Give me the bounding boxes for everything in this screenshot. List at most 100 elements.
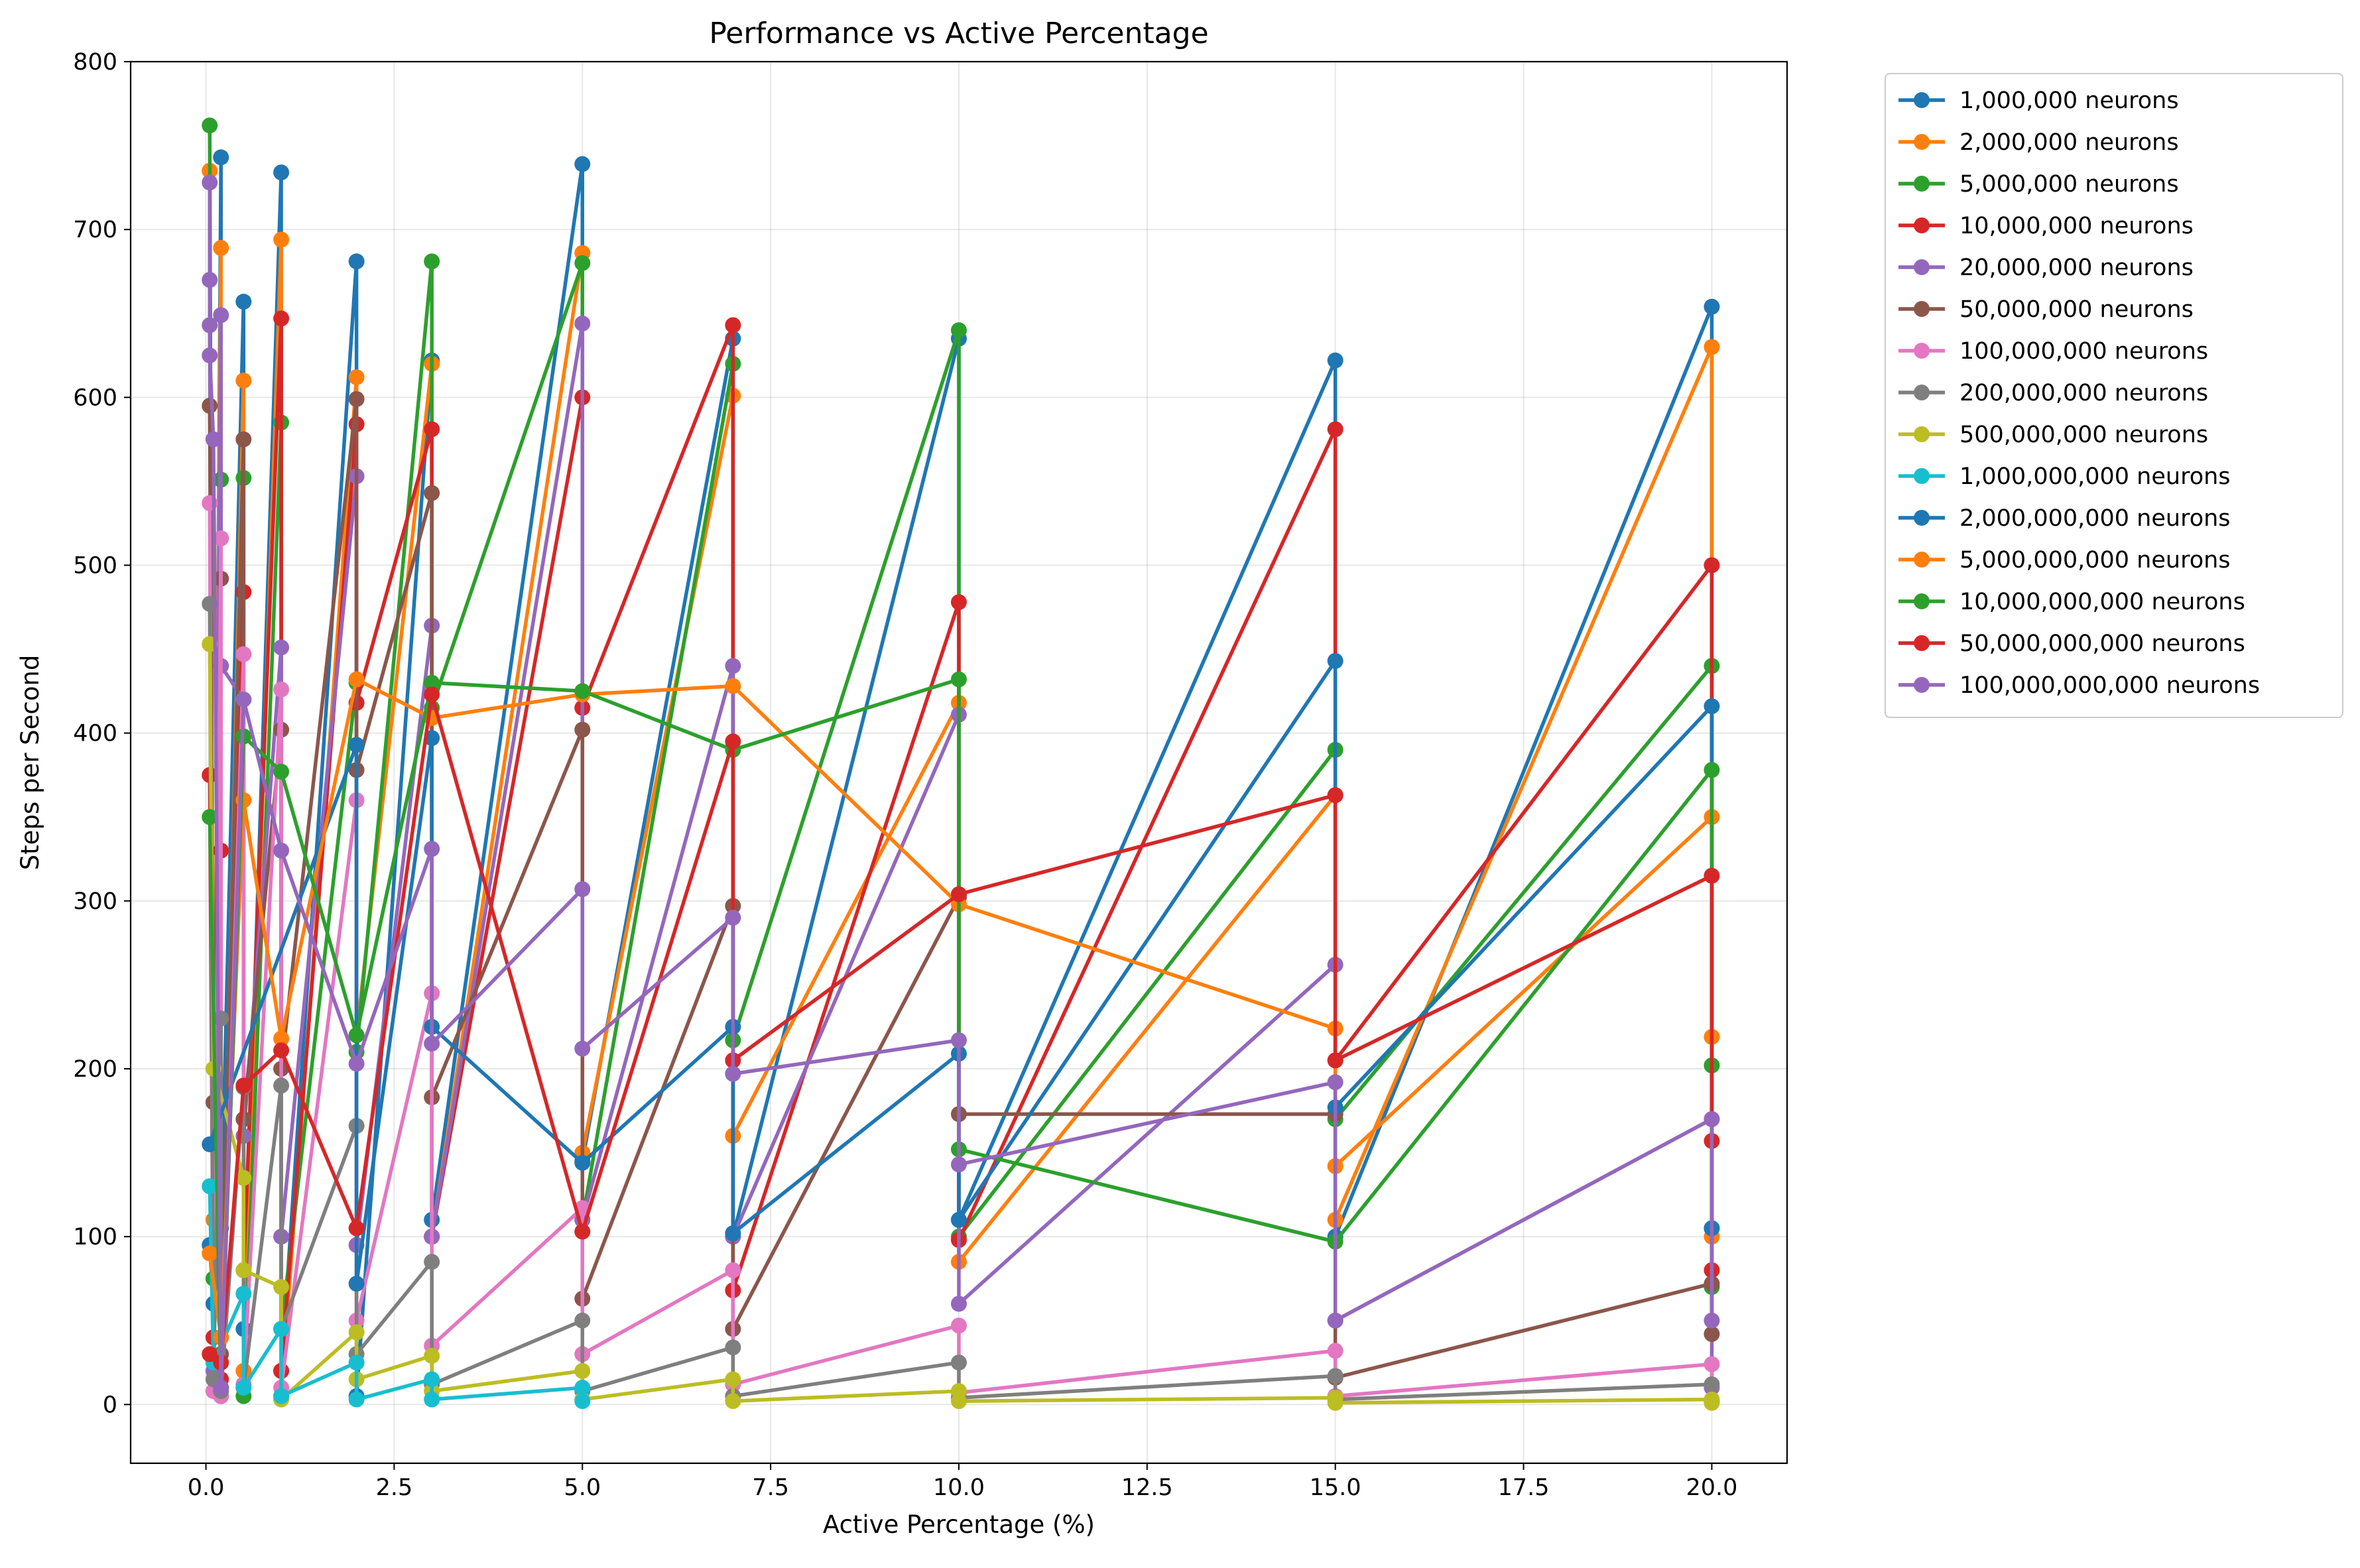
data-point: [235, 1380, 252, 1396]
data-point: [1704, 1326, 1720, 1343]
data-point: [1327, 1394, 1343, 1411]
data-point: [1704, 1312, 1720, 1329]
y-tick-label: 500: [73, 553, 117, 579]
y-tick-label: 600: [73, 385, 117, 411]
legend-marker: [1914, 677, 1930, 693]
legend-marker: [1914, 134, 1930, 150]
data-point: [1704, 1356, 1720, 1372]
data-point: [235, 792, 252, 808]
data-point: [202, 1245, 218, 1262]
x-axis-title: Active Percentage (%): [823, 1510, 1095, 1539]
legend-label: 200,000,000 neurons: [1959, 380, 2208, 406]
series-line: [208, 692, 1714, 1364]
legend-item: 10,000,000,000 neurons: [1898, 589, 2245, 615]
data-point: [213, 307, 229, 324]
data-point: [1704, 698, 1720, 715]
legend-label: 10,000,000 neurons: [1959, 213, 2194, 239]
data-point: [951, 1393, 967, 1410]
data-point: [1704, 557, 1720, 573]
data-point: [1704, 762, 1720, 778]
data-point: [235, 294, 252, 310]
legend-item: 2,000,000 neurons: [1898, 129, 2179, 156]
data-point: [951, 1355, 967, 1371]
data-point: [574, 1154, 591, 1171]
legend-marker: [1914, 635, 1930, 651]
series-14: [202, 686, 1720, 1371]
series-9: [202, 636, 1720, 1411]
data-point: [725, 1262, 741, 1278]
x-tick-label: 0.0: [188, 1475, 225, 1501]
data-point: [235, 1077, 252, 1094]
y-tick-label: 400: [73, 721, 117, 747]
legend-item: 2,000,000,000 neurons: [1898, 505, 2231, 532]
legend-label: 1,000,000,000 neurons: [1959, 463, 2231, 490]
data-point: [1704, 1376, 1720, 1393]
legend-item: 10,000,000 neurons: [1898, 213, 2194, 239]
data-point: [235, 373, 252, 389]
data-point: [951, 671, 967, 688]
legend-label: 100,000,000 neurons: [1959, 338, 2208, 365]
legend: 1,000,000 neurons 2,000,000 neurons 5,000,…: [1885, 73, 2343, 718]
data-point: [725, 1371, 741, 1388]
legend-label: 50,000,000 neurons: [1959, 296, 2194, 323]
data-point: [1327, 1343, 1343, 1359]
data-point: [202, 272, 218, 288]
data-point: [574, 721, 591, 738]
data-point: [424, 485, 440, 501]
data-point: [951, 1156, 967, 1173]
data-point: [951, 322, 967, 339]
data-point: [725, 1339, 741, 1356]
data-point: [1327, 1368, 1343, 1384]
data-point: [348, 1324, 365, 1341]
data-point: [1704, 339, 1720, 355]
data-point: [1704, 1111, 1720, 1127]
data-point: [273, 164, 290, 181]
x-tick-label: 7.5: [752, 1475, 789, 1501]
data-point: [951, 1032, 967, 1049]
data-point: [574, 1380, 591, 1396]
data-point: [424, 1254, 440, 1270]
chart-title: Performance vs Active Percentage: [709, 17, 1208, 50]
data-point: [1327, 787, 1343, 804]
data-point: [202, 1346, 218, 1362]
data-point: [424, 686, 440, 703]
data-point: [273, 639, 290, 656]
series-line: [208, 180, 1714, 1390]
data-point: [273, 1077, 290, 1094]
data-point: [725, 1065, 741, 1082]
data-point: [273, 1030, 290, 1047]
data-point: [574, 1223, 591, 1240]
legend-marker: [1914, 510, 1930, 526]
data-point: [424, 1036, 440, 1052]
data-point: [273, 310, 290, 327]
series-15: [202, 174, 1720, 1396]
legend-label: 5,000,000 neurons: [1959, 171, 2179, 198]
data-point: [202, 174, 218, 191]
x-tick-label: 2.5: [376, 1475, 413, 1501]
data-point: [574, 683, 591, 699]
data-point: [213, 530, 229, 547]
legend-label: 20,000,000 neurons: [1959, 255, 2194, 281]
data-point: [235, 692, 252, 708]
data-point: [273, 1321, 290, 1337]
y-tick-label: 0: [103, 1392, 117, 1418]
x-tick-label: 15.0: [1310, 1475, 1361, 1501]
y-tick-label: 200: [73, 1056, 117, 1083]
data-point: [951, 1211, 967, 1228]
data-point: [235, 1262, 252, 1278]
legend-marker: [1914, 593, 1930, 609]
data-point: [348, 369, 365, 385]
y-tick-label: 800: [73, 49, 117, 76]
data-point: [273, 763, 290, 780]
legend-item: 100,000,000,000 neurons: [1898, 672, 2260, 699]
data-point: [424, 421, 440, 438]
data-point: [725, 658, 741, 674]
data-point: [348, 1355, 365, 1371]
data-point: [424, 674, 440, 691]
legend-marker: [1914, 176, 1930, 192]
x-tick-label: 5.0: [564, 1475, 601, 1501]
data-point: [273, 1279, 290, 1296]
y-axis-title: Steps per Second: [16, 655, 44, 871]
legend-box: [1885, 73, 2343, 718]
